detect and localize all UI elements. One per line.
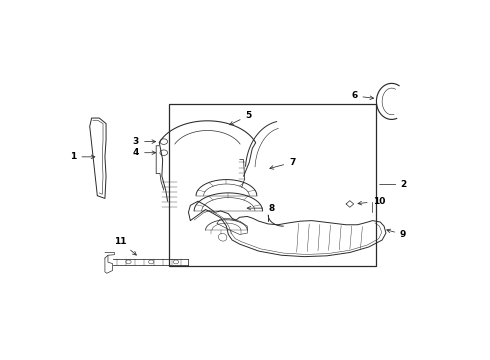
Bar bbox=[170, 104, 376, 266]
Text: 8: 8 bbox=[247, 204, 274, 213]
Text: 7: 7 bbox=[270, 158, 295, 169]
Text: 3: 3 bbox=[133, 137, 156, 146]
Text: 11: 11 bbox=[114, 237, 136, 255]
Text: 10: 10 bbox=[358, 197, 385, 206]
Text: 5: 5 bbox=[230, 111, 252, 125]
Text: 1: 1 bbox=[70, 152, 95, 161]
Text: 6: 6 bbox=[351, 91, 373, 100]
Text: 9: 9 bbox=[387, 229, 406, 239]
Text: 4: 4 bbox=[133, 148, 156, 157]
Text: 2: 2 bbox=[400, 180, 407, 189]
